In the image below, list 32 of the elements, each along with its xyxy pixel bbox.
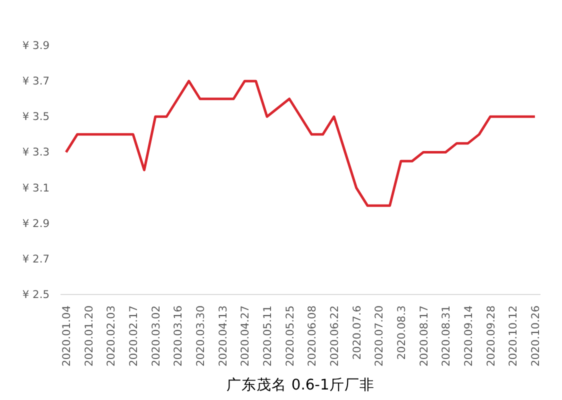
y-tick-label: ¥ 2.7 [22, 252, 50, 266]
y-tick-label: ¥ 3.5 [22, 110, 50, 124]
y-tick-label: ¥ 3.3 [22, 146, 50, 159]
x-tick-label: 2020.01.20 [82, 305, 96, 367]
x-tick-label: 2020.01.04 [60, 305, 74, 367]
text: 广东茂名 0.6-1斤厂非 [226, 376, 374, 394]
y-tick-label: ¥ 3.1 [22, 181, 50, 194]
x-tick-label: 2020.09.14 [462, 305, 475, 367]
x-tick-label: 2020.07.20 [372, 305, 386, 367]
x-tick-label: 2020.02.17 [127, 306, 140, 367]
y-tick-label: ¥ 2.9 [22, 216, 50, 230]
x-tick-label: 2020.04.27 [238, 306, 252, 367]
x-tick-label: 2020.08.3 [394, 306, 408, 360]
y-tick-label: ¥ 2.5 [22, 288, 50, 301]
x-tick-label: 2020.06.08 [306, 305, 319, 367]
x-tick-label: 2020.06.22 [328, 306, 341, 367]
x-tick-label: 2020.02.03 [104, 306, 118, 367]
x-tick-label: 2020.08.31 [440, 306, 453, 367]
line-series [64, 80, 536, 207]
x-tick-label: 2020.05.25 [283, 306, 296, 367]
x-tick-label: 2020.05.11 [261, 306, 274, 367]
x-tick-label: 2020.08.17 [417, 306, 430, 367]
x-tick-label: 2020.03.16 [172, 305, 185, 367]
x-tick-label: 2020.09.28 [484, 305, 498, 367]
x-tick-label: 2020.03.30 [194, 305, 208, 367]
y-tick-label: ¥ 3.9 [22, 39, 50, 52]
x-tick-label: 2020.03.02 [149, 306, 162, 367]
x-tick-label: 2020.10.12 [506, 306, 520, 367]
x-tick-label: 2020.04.13 [216, 306, 230, 367]
x-tick-label: 2020.07.6 [350, 305, 364, 360]
x-tick-label: 2020.10.26 [528, 305, 542, 367]
y-tick-label: ¥ 3.7 [22, 74, 50, 88]
